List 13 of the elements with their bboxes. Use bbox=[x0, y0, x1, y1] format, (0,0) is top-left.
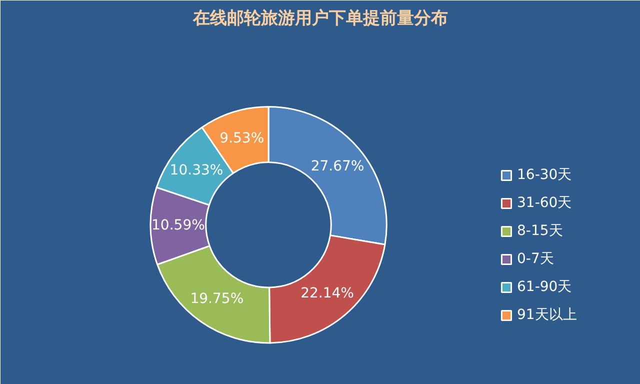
legend-label: 16-30天 bbox=[517, 166, 572, 184]
legend-label: 0-7天 bbox=[517, 250, 554, 268]
data-label: 10.59% bbox=[152, 218, 205, 234]
legend-label: 61-90天 bbox=[517, 278, 572, 296]
chart-title: 在线邮轮旅游用户下单提前量分布 bbox=[192, 8, 448, 28]
data-label: 19.75% bbox=[190, 291, 244, 308]
data-label: 22.14% bbox=[300, 286, 354, 302]
legend-label: 8-15天 bbox=[517, 222, 563, 240]
legend-label: 31-60天 bbox=[517, 194, 572, 212]
legend-label: 91天以上 bbox=[517, 306, 577, 324]
data-label: 27.67% bbox=[310, 158, 364, 174]
data-label: 10.33% bbox=[170, 162, 224, 178]
data-label: 9.53% bbox=[220, 130, 264, 146]
